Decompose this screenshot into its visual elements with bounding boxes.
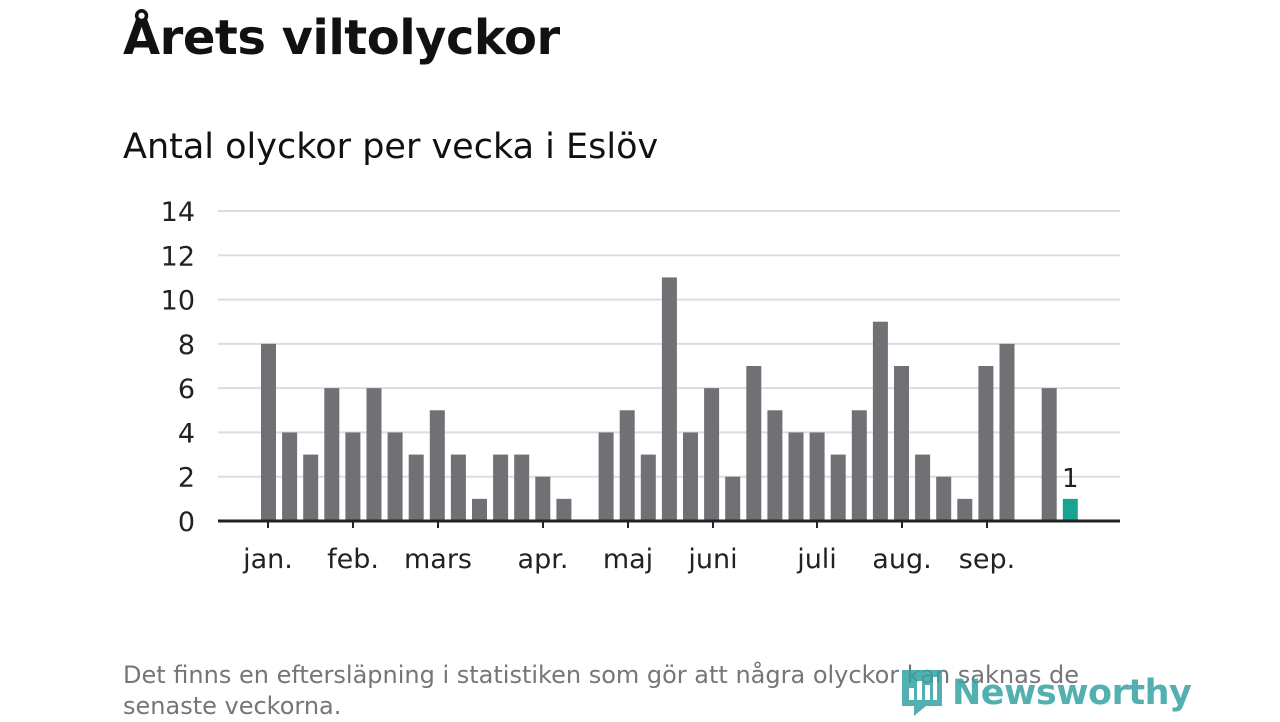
bar: [999, 343, 1015, 521]
bar: [746, 366, 762, 521]
y-tick-label: 6: [178, 374, 195, 405]
x-tick-label: juni: [687, 544, 737, 575]
bar: [830, 454, 846, 521]
y-tick-label: 10: [161, 286, 195, 317]
bar: [683, 432, 698, 521]
x-tick-label: aug.: [872, 544, 931, 575]
bar: [514, 454, 530, 521]
bar: [1041, 388, 1057, 521]
x-tick-label: mars: [404, 544, 472, 575]
bar: [640, 454, 656, 521]
x-tick-label: apr.: [518, 544, 569, 575]
y-tick-label: 8: [178, 330, 195, 361]
bar: [851, 410, 867, 521]
bar: [872, 321, 888, 521]
bar: [282, 432, 298, 521]
y-tick-label: 14: [161, 197, 195, 228]
bar: [936, 476, 952, 521]
bar: [408, 454, 424, 521]
bar: [978, 366, 994, 521]
bar: [429, 410, 445, 521]
bar: [535, 476, 551, 521]
bar: [598, 432, 614, 521]
y-tick-label: 0: [178, 507, 195, 538]
bar: [303, 454, 319, 521]
bar: [324, 388, 340, 521]
bar: [556, 498, 572, 521]
bar: [957, 498, 973, 521]
bar: [387, 432, 403, 521]
brand-name: Newsworthy: [952, 673, 1192, 713]
y-tick-label: 2: [178, 463, 195, 494]
highlighted-bar: [1062, 498, 1078, 521]
x-tick-label: feb.: [327, 544, 379, 575]
bar: [704, 388, 720, 521]
x-tick-label: juli: [796, 544, 837, 575]
bar: [767, 410, 783, 521]
bar: [619, 410, 635, 521]
bar: [472, 498, 487, 521]
y-tick-label: 12: [161, 241, 195, 272]
x-tick-label: jan.: [242, 544, 293, 575]
x-tick-label: sep.: [959, 544, 1015, 575]
bar: [661, 277, 677, 521]
bar-chart: 0 2 4 6 8 10 12 14 1 jan. feb. mars apr. maj juni juli a…: [161, 197, 1120, 575]
bar: [809, 432, 825, 521]
brand-logo: Newsworthy: [900, 668, 1192, 718]
bar: [450, 454, 466, 521]
chart-title: Årets viltolyckor: [123, 10, 560, 66]
bar: [493, 454, 509, 521]
bar: [261, 343, 276, 521]
bar: [915, 454, 931, 521]
y-tick-label: 4: [178, 418, 195, 449]
x-tick-label: maj: [603, 544, 653, 575]
bar: [725, 476, 741, 521]
bar: [894, 366, 909, 521]
bar: [366, 388, 382, 521]
chart-subtitle: Antal olyckor per vecka i Eslöv: [123, 127, 659, 167]
bar: [345, 432, 361, 521]
bar: [788, 432, 804, 521]
data-label: 1: [1062, 464, 1079, 494]
newsworthy-logo-icon: [902, 670, 942, 716]
